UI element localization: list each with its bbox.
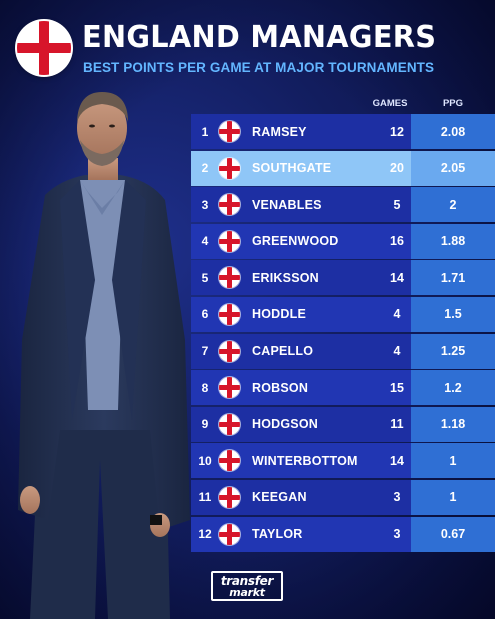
- england-flag-icon: [219, 377, 240, 399]
- games-cell: 3: [393, 527, 401, 542]
- rank-cell: 12: [198, 527, 212, 542]
- england-flag-icon: [219, 413, 240, 435]
- manager-name-cell: GREENWOOD: [252, 234, 339, 249]
- table-row: 9 HODGSON 11 1.18: [191, 406, 495, 442]
- table-row: 7 CAPELLO 4 1.25: [191, 333, 495, 369]
- england-flag-icon: [219, 303, 240, 325]
- table-row: 10 WINTERBOTTOM 14 1: [191, 443, 495, 479]
- manager-name-cell: ROBSON: [252, 380, 309, 395]
- games-cell: 11: [390, 417, 404, 432]
- games-cell: 15: [390, 380, 404, 395]
- page-subtitle: BEST POINTS PER GAME AT MAJOR TOURNAMENT…: [83, 60, 435, 75]
- ppg-cell: 1.71: [411, 260, 495, 296]
- games-cell: 4: [393, 344, 401, 359]
- england-flag-icon: [219, 230, 240, 252]
- manager-name-cell: ERIKSSON: [252, 270, 319, 285]
- manager-name-cell: RAMSEY: [252, 124, 307, 139]
- rank-cell: 10: [198, 453, 212, 468]
- ppg-cell: 0.67: [411, 516, 495, 552]
- table-row: 3 VENABLES 5 2: [191, 187, 495, 223]
- manager-name-cell: CAPELLO: [252, 344, 314, 359]
- manager-name-cell: VENABLES: [252, 197, 322, 212]
- games-cell: 16: [390, 234, 404, 249]
- england-flag-icon: [219, 340, 240, 362]
- logo-line1: transfer: [220, 574, 274, 588]
- table-row: 12 TAYLOR 3 0.67: [191, 516, 495, 552]
- manager-name-cell: HODGSON: [252, 417, 318, 432]
- rank-cell: 7: [201, 344, 209, 359]
- england-flag-icon: [17, 21, 71, 75]
- manager-name-cell: KEEGAN: [252, 490, 307, 505]
- table-row: 8 ROBSON 15 1.2: [191, 370, 495, 406]
- games-cell: 12: [390, 124, 404, 139]
- england-flag-icon: [219, 194, 240, 216]
- ppg-cell: 1.18: [411, 406, 495, 442]
- games-cell: 3: [393, 490, 401, 505]
- rank-cell: 9: [201, 417, 209, 432]
- ppg-cell: 1: [411, 443, 495, 479]
- table-row: 4 GREENWOOD 16 1.88: [191, 223, 495, 259]
- rank-cell: 3: [201, 197, 209, 212]
- table-row: 6 HODDLE 4 1.5: [191, 296, 495, 332]
- rank-cell: 5: [201, 270, 209, 285]
- ppg-cell: 2: [411, 187, 495, 223]
- manager-name-cell: SOUTHGATE: [252, 161, 332, 176]
- ppg-cell: 1.25: [411, 333, 495, 369]
- england-flag-icon: [219, 121, 240, 142]
- transfermarkt-logo: transfer markt: [211, 571, 283, 601]
- rank-cell: 1: [201, 124, 209, 139]
- rank-cell: 11: [198, 490, 212, 505]
- manager-name-cell: TAYLOR: [252, 527, 303, 542]
- england-flag-icon: [219, 267, 240, 289]
- england-flag-icon: [219, 523, 240, 545]
- games-cell: 14: [390, 453, 404, 468]
- managers-table: 1 RAMSEY 12 2.08 2 SOUTHGATE 20 2.05 3 VENABLES 5 2…: [191, 114, 495, 553]
- page-title: ENGLAND MANAGERS: [82, 20, 437, 55]
- table-row: 11 KEEGAN 3 1: [191, 479, 495, 515]
- table-row: 5 ERIKSSON 14 1.71: [191, 260, 495, 296]
- manager-name-cell: WINTERBOTTOM: [252, 453, 358, 468]
- games-cell: 4: [393, 307, 401, 322]
- manager-photo: [18, 92, 190, 619]
- table-row: 1 RAMSEY 12 2.08: [191, 114, 495, 149]
- manager-name-cell: HODDLE: [252, 307, 306, 322]
- table-row: 2 SOUTHGATE 20 2.05: [191, 150, 495, 186]
- games-cell: 20: [390, 161, 404, 176]
- logo-line2: markt: [229, 586, 265, 599]
- ppg-cell: 1.2: [411, 370, 495, 406]
- ppg-cell: 1.88: [411, 223, 495, 259]
- column-header-ppg: PPG: [442, 98, 464, 109]
- rank-cell: 8: [201, 380, 209, 395]
- column-header-games: GAMES: [372, 98, 408, 109]
- rank-cell: 2: [201, 161, 209, 176]
- rank-cell: 6: [201, 307, 209, 322]
- rank-cell: 4: [201, 234, 209, 249]
- ppg-cell: 2.08: [411, 114, 495, 149]
- ppg-cell: 1: [411, 479, 495, 515]
- games-cell: 5: [393, 197, 401, 212]
- games-cell: 14: [390, 270, 404, 285]
- england-flag-icon: [219, 157, 240, 179]
- england-flag-icon: [219, 486, 240, 508]
- england-flag-icon: [219, 450, 240, 472]
- ppg-cell: 1.5: [411, 296, 495, 332]
- ppg-cell: 2.05: [411, 150, 495, 186]
